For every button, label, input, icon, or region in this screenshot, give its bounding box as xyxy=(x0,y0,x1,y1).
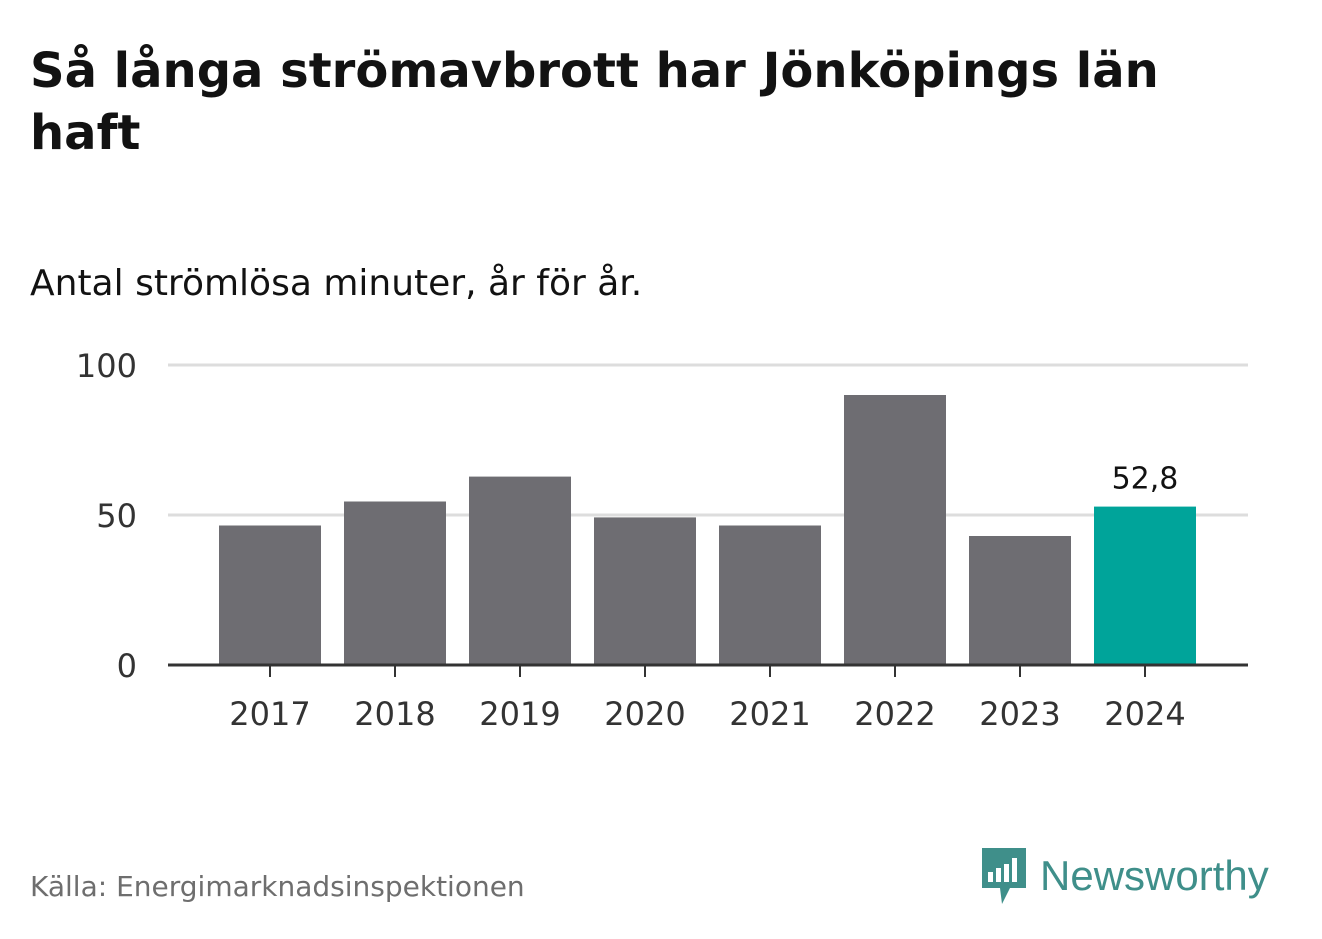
chart-title: Så långa strömavbrott har Jönköpings län… xyxy=(30,43,1159,161)
y-tick-label: 100 xyxy=(76,347,137,385)
x-tick-label: 2018 xyxy=(354,695,435,733)
newsworthy-logo-icon xyxy=(982,848,1026,904)
x-tick-label: 2017 xyxy=(229,695,310,733)
brand-logo: Newsworthy xyxy=(980,846,1269,906)
bar xyxy=(844,395,946,665)
bar xyxy=(719,525,821,665)
bar xyxy=(1094,506,1196,665)
y-tick-label: 50 xyxy=(96,497,137,535)
x-tick-label: 2023 xyxy=(979,695,1060,733)
bar xyxy=(594,517,696,665)
x-tick-label: 2024 xyxy=(1104,695,1185,733)
source-note: Källa: Energimarknadsinspektionen xyxy=(30,870,525,903)
bar xyxy=(969,536,1071,665)
data-label: 52,8 xyxy=(1112,462,1179,497)
x-tick-label: 2021 xyxy=(729,695,810,733)
x-tick-label: 2020 xyxy=(604,695,685,733)
bar xyxy=(219,525,321,665)
y-tick-label: 0 xyxy=(117,647,137,685)
x-tick-label: 2019 xyxy=(479,695,560,733)
chart-subtitle: Antal strömlösa minuter, år för år. xyxy=(30,263,643,304)
brand-name: Newsworthy xyxy=(1040,852,1269,899)
bar xyxy=(344,501,446,665)
bar-chart: 0 50 100 2017 2018 2019 2020 2021 2022 2023 2024 52… xyxy=(76,347,1248,733)
bar xyxy=(469,476,571,665)
x-tick-label: 2022 xyxy=(854,695,935,733)
